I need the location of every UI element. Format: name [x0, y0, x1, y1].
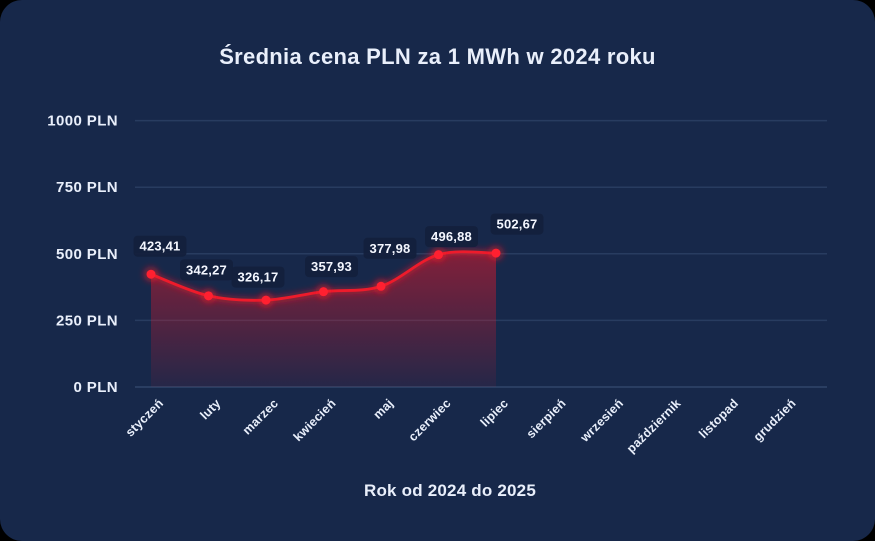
data-point — [146, 269, 156, 279]
x-axis-tick-label: marzec — [240, 396, 281, 437]
data-point-label: 326,17 — [231, 266, 285, 288]
svg-text:357,93: 357,93 — [311, 259, 352, 274]
svg-text:423,41: 423,41 — [140, 239, 181, 254]
svg-text:377,98: 377,98 — [370, 241, 411, 256]
data-point — [204, 291, 213, 301]
data-point-label: 496,88 — [425, 226, 478, 248]
x-axis-tick-label: czerwiec — [406, 396, 454, 444]
x-axis-tick-label: luty — [197, 396, 223, 422]
series-area-fill — [151, 251, 496, 387]
y-axis-tick-label: 250 PLN — [56, 312, 118, 329]
y-axis-tick-label: 750 PLN — [56, 179, 118, 196]
data-point-label: 423,41 — [133, 235, 187, 257]
data-point-label: 357,93 — [305, 256, 358, 278]
chart-title: Średnia cena PLN za 1 MWh w 2024 roku — [219, 44, 656, 69]
svg-text:496,88: 496,88 — [431, 229, 472, 244]
x-axis-tick-label: październik — [624, 396, 684, 456]
y-axis-tick-label: 500 PLN — [56, 246, 118, 263]
data-point — [319, 287, 328, 297]
svg-text:342,27: 342,27 — [186, 262, 227, 277]
x-axis-tick-label: maj — [371, 396, 397, 422]
data-point — [491, 248, 501, 258]
svg-text:326,17: 326,17 — [238, 270, 279, 285]
x-axis-tick-label: wrzesień — [577, 396, 626, 445]
x-axis-tick-label: kwiecień — [291, 396, 339, 444]
data-point — [434, 250, 443, 260]
x-axis-tick-label: grudzień — [751, 396, 799, 444]
data-point-label: 377,98 — [363, 237, 417, 259]
data-point-label: 342,27 — [180, 259, 233, 281]
x-axis-tick-label: listopad — [696, 396, 741, 441]
x-axis-tick-label: lipiec — [478, 396, 511, 429]
x-axis-title: Rok od 2024 do 2025 — [364, 481, 536, 500]
svg-text:502,67: 502,67 — [497, 217, 538, 232]
data-point — [261, 295, 271, 305]
y-axis-tick-label: 1000 PLN — [47, 113, 118, 130]
x-axis-tick-label: styczeń — [123, 396, 166, 439]
y-axis-tick-label: 0 PLN — [73, 379, 118, 396]
data-point-label: 502,67 — [490, 213, 544, 235]
x-axis-tick-label: sierpień — [524, 396, 569, 441]
data-point — [376, 281, 386, 291]
